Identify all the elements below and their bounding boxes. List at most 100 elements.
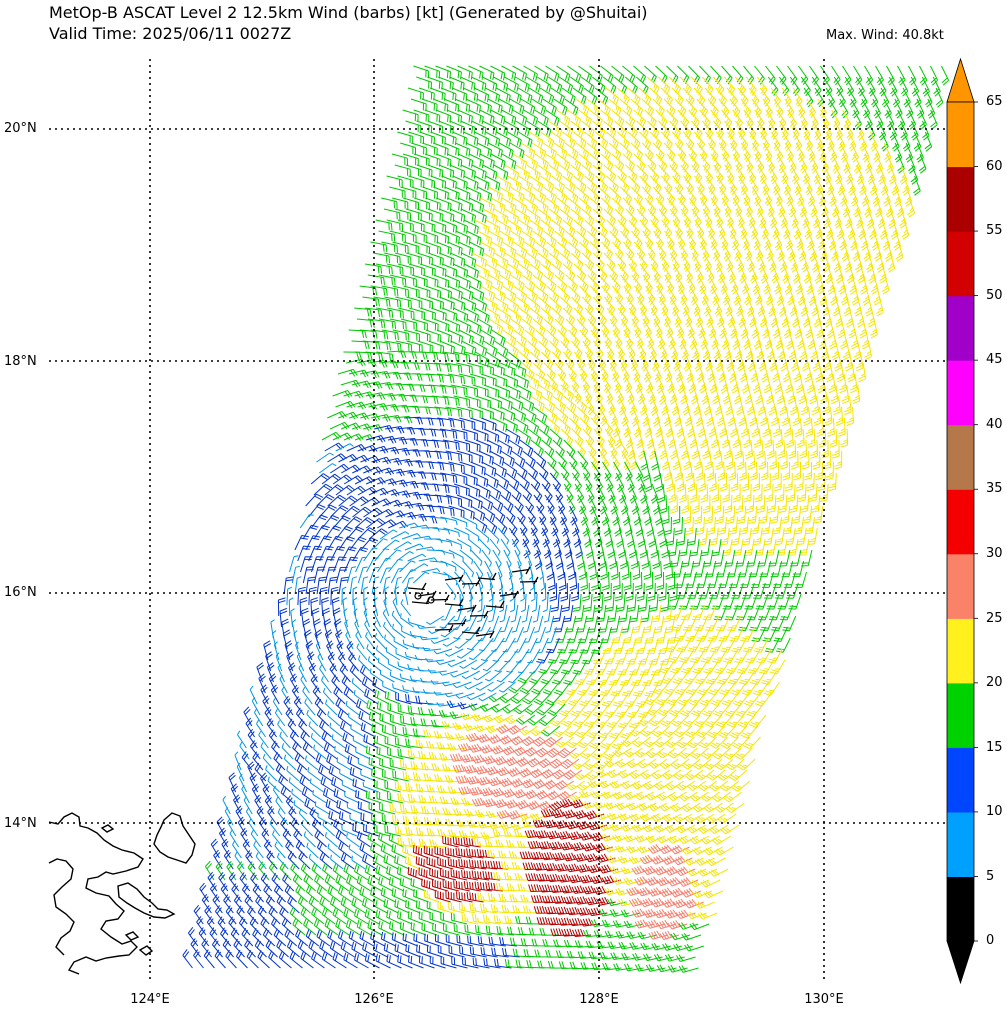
wind-barb	[568, 285, 581, 304]
wind-barb	[527, 384, 543, 401]
wind-barb	[437, 417, 455, 428]
wind-barb	[436, 373, 455, 384]
wind-barb	[241, 883, 253, 903]
wind-barb	[460, 120, 476, 135]
wind-barb	[698, 472, 706, 492]
wind-barb	[776, 153, 786, 174]
wind-barb	[560, 582, 568, 602]
wind-barb	[288, 777, 302, 793]
wind-barb	[314, 629, 322, 650]
wind-barb	[263, 640, 271, 661]
wind-barb	[704, 450, 713, 471]
wind-barb	[382, 499, 403, 508]
valid-time: Valid Time: 2025/06/11 0027Z	[49, 24, 292, 43]
wind-barb	[592, 208, 606, 227]
wind-barb	[667, 329, 676, 350]
wind-barb	[483, 428, 500, 443]
wind-barb	[672, 307, 682, 328]
wind-barb	[482, 76, 498, 92]
wind-barb	[540, 768, 561, 779]
wind-barb	[606, 812, 627, 821]
wind-barb	[641, 549, 650, 570]
wind-barb	[828, 373, 836, 394]
wind-barb	[296, 764, 311, 782]
wind-barb	[834, 164, 843, 185]
wind-barb	[725, 395, 733, 416]
wind-barb	[510, 318, 525, 336]
wind-barb	[339, 720, 354, 738]
wind-barb	[493, 915, 512, 925]
wind-barb	[515, 208, 530, 225]
wind-barb	[343, 475, 364, 485]
wind-barb	[486, 439, 502, 455]
wind-barb	[744, 384, 753, 405]
wind-barb	[367, 920, 383, 936]
wind-barb	[735, 252, 745, 273]
wind-barb	[583, 714, 602, 728]
wind-barb	[384, 586, 390, 606]
wind-barb	[577, 494, 587, 515]
wind-barb	[565, 820, 586, 830]
wind-barb	[456, 362, 473, 374]
wind-barb	[760, 461, 769, 481]
wind-barb	[264, 706, 275, 727]
wind-barb	[598, 318, 610, 338]
wind-barb	[604, 384, 614, 405]
wind-barb	[513, 241, 528, 258]
wind-barb	[637, 887, 657, 897]
wind-barb	[436, 741, 456, 750]
wind-barb	[227, 818, 237, 837]
wind-barb	[588, 907, 608, 917]
wind-barb	[614, 845, 635, 853]
wind-barb	[741, 274, 750, 295]
wind-barb	[665, 736, 684, 748]
wind-barb	[321, 431, 342, 441]
wind-barb	[300, 556, 313, 573]
wind-barb	[769, 351, 778, 372]
wind-barb	[658, 120, 671, 140]
wind-barb	[678, 538, 689, 557]
wind-barb	[764, 428, 773, 449]
wind-barb	[268, 729, 280, 749]
wind-barb	[418, 750, 437, 760]
wind-barb	[581, 164, 595, 182]
wind-barb	[569, 461, 580, 481]
wind-barb	[725, 659, 742, 675]
wind-barb	[586, 142, 601, 160]
wind-barb	[470, 505, 486, 522]
wind-barb	[646, 516, 654, 537]
lat-label-14n: 14°N	[4, 816, 37, 831]
wind-barb	[579, 373, 590, 394]
wind-barb	[382, 539, 400, 551]
wind-barb	[461, 913, 479, 925]
wind-barb	[805, 417, 814, 438]
wind-barb	[404, 586, 409, 606]
wind-barb	[713, 296, 723, 317]
wind-barb	[314, 829, 327, 848]
wind-barb	[538, 296, 552, 315]
wind-barb	[405, 738, 423, 749]
wind-barb	[639, 897, 660, 908]
wind-barb	[501, 788, 522, 798]
wind-barb	[424, 153, 441, 167]
wind-barb	[303, 918, 317, 936]
wind-barb	[648, 340, 657, 361]
wind-barb	[728, 516, 738, 535]
wind-barb	[622, 197, 635, 217]
wind-barb	[221, 838, 231, 859]
wind-barb	[371, 414, 391, 422]
wind-barb	[419, 263, 436, 277]
wind-barb	[804, 516, 815, 535]
wind-barb	[325, 699, 338, 716]
wind-barb	[713, 120, 725, 140]
wind-barb	[759, 307, 768, 328]
wind-barb	[581, 703, 599, 718]
wind-barb	[723, 747, 742, 760]
wind-barb	[719, 681, 736, 696]
calm-barb	[475, 630, 495, 639]
wind-barb	[425, 285, 442, 299]
wind-barb	[825, 362, 834, 383]
wind-barb	[751, 142, 762, 163]
wind-barb	[448, 461, 465, 474]
wind-barb	[817, 142, 827, 163]
